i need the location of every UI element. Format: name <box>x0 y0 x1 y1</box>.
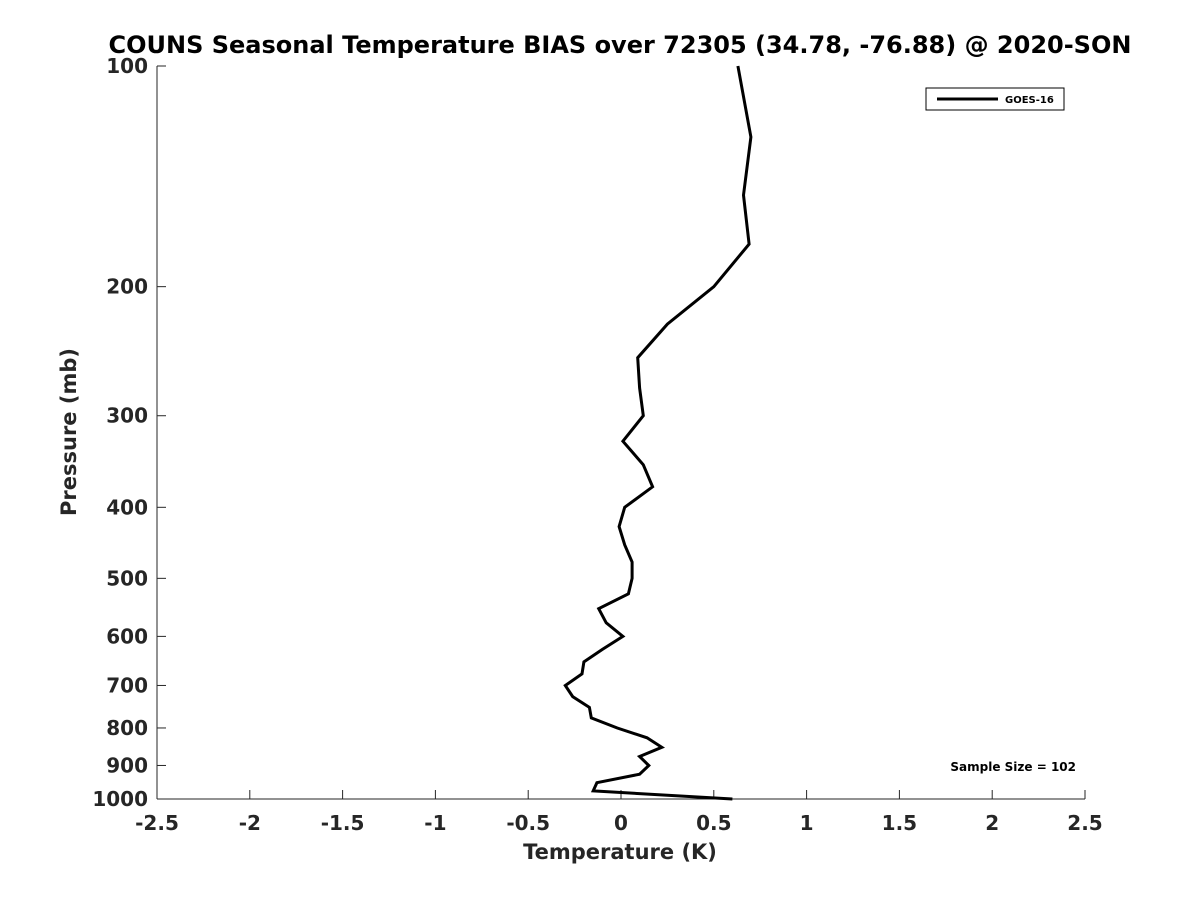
y-tick-label: 800 <box>106 716 148 740</box>
x-tick-label: 0 <box>614 811 628 835</box>
x-tick-label: -2.5 <box>135 811 179 835</box>
x-tick-label: -1 <box>424 811 446 835</box>
y-axis-label: Pressure (mb) <box>57 348 81 516</box>
y-tick-label: 500 <box>106 566 148 590</box>
y-tick-label: 400 <box>106 495 148 519</box>
x-tick-label: 0.5 <box>696 811 731 835</box>
x-tick-label: -2 <box>239 811 261 835</box>
series-line-goes-16 <box>563 65 753 801</box>
x-tick-label: 2.5 <box>1067 811 1102 835</box>
sample-size-annotation: Sample Size = 102 <box>950 760 1076 774</box>
x-tick-label: 2 <box>985 811 999 835</box>
plot-axes: -2.5 -2 -1.5 -1 -0.5 0 0.5 1 1.5 2 2.5 100 200 300 400… <box>92 54 1102 835</box>
x-tick-label: -0.5 <box>506 811 550 835</box>
x-tick-label: -1.5 <box>321 811 365 835</box>
y-tick-label: 700 <box>106 673 148 697</box>
legend: GOES-16 <box>925 87 1065 111</box>
y-tick-label: 1000 <box>92 787 148 811</box>
series-group <box>563 65 753 801</box>
y-tick-label: 300 <box>106 404 148 428</box>
y-tick-label: 100 <box>106 54 148 78</box>
x-axis-label: Temperature (K) <box>523 840 717 864</box>
x-tick-label: 1.5 <box>882 811 917 835</box>
y-tick-label: 900 <box>106 753 148 777</box>
x-tick-label: 1 <box>800 811 814 835</box>
y-tick-label: 600 <box>106 624 148 648</box>
legend-label-goes-16: GOES-16 <box>1005 95 1054 106</box>
y-tick-label: 200 <box>106 275 148 299</box>
chart-title: COUNS Seasonal Temperature BIAS over 723… <box>109 31 1132 59</box>
